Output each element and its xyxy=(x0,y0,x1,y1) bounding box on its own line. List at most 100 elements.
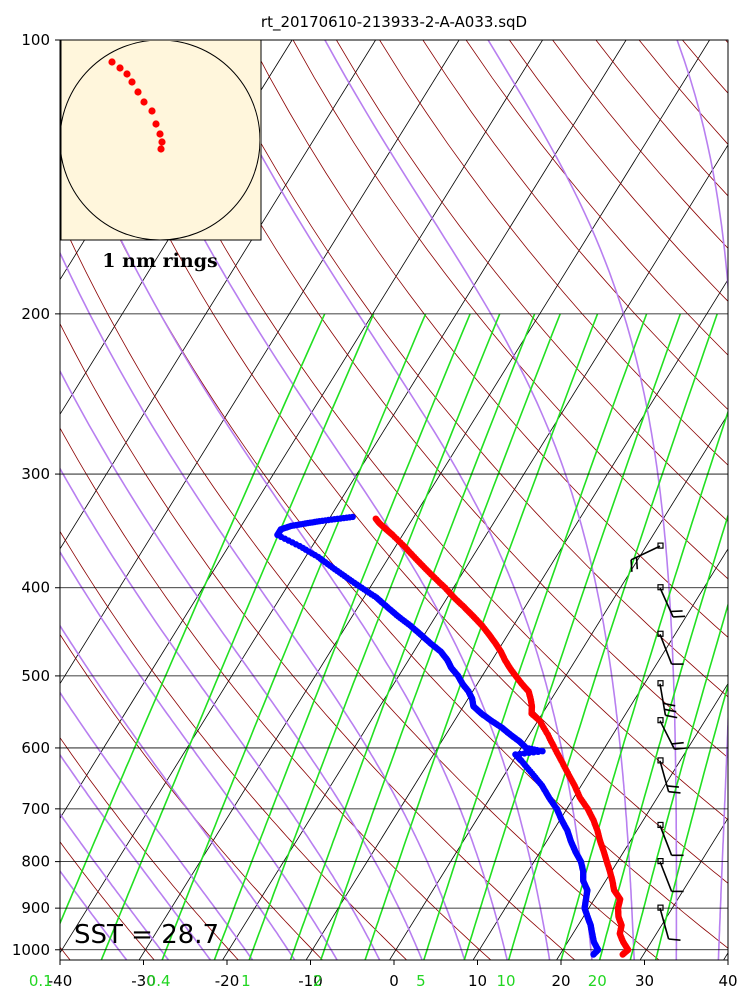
moist-adiabat xyxy=(60,369,423,960)
x-tick-label: -30 xyxy=(131,972,156,990)
sst-label: SST = 28.7 xyxy=(74,920,219,950)
isotherm-line xyxy=(472,548,728,960)
wind-barbs xyxy=(630,542,687,941)
track-point xyxy=(116,64,124,72)
barb-flag xyxy=(673,615,686,618)
wind-barb xyxy=(657,584,686,618)
barb-staff xyxy=(659,825,673,856)
moist-adiabat xyxy=(60,251,466,960)
track-point xyxy=(108,58,116,66)
y-tick-label: 600 xyxy=(21,739,50,757)
y-tick-label: 500 xyxy=(21,667,50,685)
y-axis: 100 200 300 400 500 600 700 800 900 1000 xyxy=(12,31,60,959)
mixing-ratio-label: 5 xyxy=(416,972,426,990)
barb-flag xyxy=(665,714,678,719)
isotherm-line xyxy=(0,40,42,969)
dry-adiabat xyxy=(163,40,728,759)
x-axis: -40 -30 -20 -10 0 10 20 30 40 xyxy=(48,960,738,990)
barb-flag xyxy=(674,747,687,750)
moist-adiabat xyxy=(60,869,128,960)
wind-barb xyxy=(657,821,684,857)
dry-adiabat xyxy=(119,40,728,821)
dewpoint-series xyxy=(274,513,602,958)
mixing-ratio-line xyxy=(289,313,536,960)
mixing-ratio-line xyxy=(60,313,326,926)
y-tick-label: 1000 xyxy=(12,941,50,959)
barb-staff xyxy=(659,907,670,940)
moist-adiabat xyxy=(108,40,551,960)
wind-barb xyxy=(657,904,681,941)
y-tick-label: 300 xyxy=(21,465,50,483)
mixing-ratio-line xyxy=(248,313,501,960)
barb-flag xyxy=(671,741,684,745)
track-point xyxy=(157,145,165,153)
y-tick-label: 800 xyxy=(21,853,50,871)
dry-adiabat xyxy=(336,40,728,523)
track-point xyxy=(140,98,148,106)
moist-adiabat xyxy=(324,40,635,960)
dry-adiabat xyxy=(725,40,728,44)
moist-adiabat xyxy=(60,812,170,960)
track-point xyxy=(123,70,131,78)
barb-flag xyxy=(668,790,681,794)
barb-flag xyxy=(664,708,677,713)
barb-flag xyxy=(668,938,681,941)
mixing-ratio-line xyxy=(654,682,728,960)
track-point xyxy=(128,78,136,86)
dry-adiabat xyxy=(60,107,728,949)
mixing-ratio-label: 10 xyxy=(496,972,515,990)
isotherm-line xyxy=(222,144,728,960)
isotherm-line xyxy=(556,682,728,960)
temperature-series xyxy=(372,515,632,958)
isobars xyxy=(60,39,728,951)
sounding-profiles xyxy=(274,513,632,958)
mixing-ratio-line xyxy=(319,313,561,960)
moist-adiabat xyxy=(60,753,212,960)
barb-station xyxy=(657,542,664,549)
barb-staff xyxy=(659,587,674,618)
mixing-ratio-line xyxy=(100,313,375,960)
mixing-ratio-line xyxy=(629,602,728,960)
moist-adiabat xyxy=(676,40,728,960)
isotherm-line xyxy=(60,40,376,550)
moist-adiabat xyxy=(60,691,254,960)
track-point xyxy=(134,88,142,96)
moist-adiabat xyxy=(60,467,381,960)
dry-adiabat xyxy=(682,40,728,94)
mixing-ratio-line xyxy=(364,313,599,960)
y-tick-label: 100 xyxy=(21,31,50,49)
moist-adiabat xyxy=(60,100,509,960)
wind-barb xyxy=(657,680,678,719)
mixing-ratio-labels: 0.1 0.4 1 2 5 10 20 xyxy=(29,972,607,990)
barb-flag xyxy=(670,610,683,613)
track-point xyxy=(156,130,164,138)
barb-flag xyxy=(630,559,633,572)
mixing-ratio-label: 0.1 xyxy=(29,972,53,990)
x-tick-label: -20 xyxy=(215,972,240,990)
background-lines xyxy=(0,40,728,969)
barb-flag xyxy=(666,785,679,788)
wind-barb xyxy=(630,542,664,572)
x-tick-label: 30 xyxy=(635,972,654,990)
dry-adiabat xyxy=(379,40,728,466)
dry-adiabat xyxy=(60,530,408,960)
drift-inset: 1 nm rings xyxy=(60,39,262,272)
x-tick-label: 40 xyxy=(718,972,737,990)
moist-adiabat xyxy=(487,40,678,960)
sounding-point xyxy=(372,515,379,522)
y-tick-label: 900 xyxy=(21,899,50,917)
mixing-ratio-label: 2 xyxy=(313,972,323,990)
moist-adiabat xyxy=(60,624,296,960)
sounding-point xyxy=(349,513,356,521)
wind-barb xyxy=(657,858,684,893)
dry-adiabat xyxy=(60,841,155,960)
barb-staff xyxy=(659,633,673,665)
mixing-ratio-line xyxy=(507,313,718,960)
mixing-ratio-line xyxy=(598,512,728,960)
mixing-ratio-label: 0.4 xyxy=(147,972,171,990)
isotherm-line xyxy=(723,952,728,960)
dry-adiabat xyxy=(292,40,728,580)
mixing-ratio-line xyxy=(422,313,648,960)
track-point xyxy=(152,120,160,128)
